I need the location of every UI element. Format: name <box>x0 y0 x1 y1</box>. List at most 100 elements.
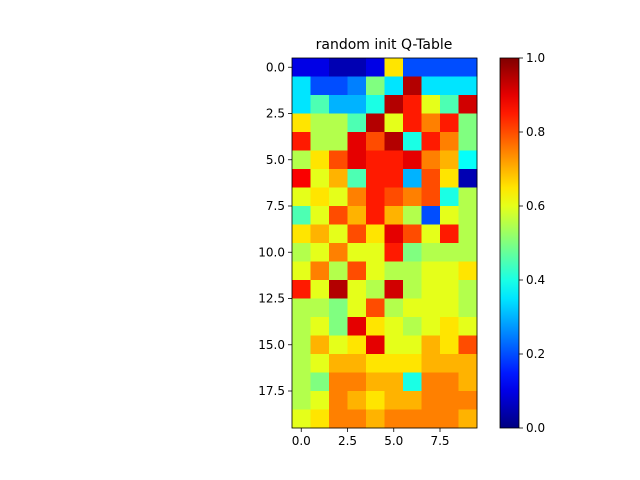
heatmap-cell-r10-c2 <box>329 243 348 262</box>
heatmap-cell-r7-c3 <box>347 187 367 207</box>
heatmap-cell-r14-c6 <box>403 317 422 336</box>
heatmap-cell-r18-c1 <box>310 391 330 410</box>
heatmap-cell-r4-c1 <box>310 132 330 151</box>
heatmap-cell-r9-c3 <box>347 224 367 244</box>
heatmap-cell-r1-c3 <box>347 76 367 96</box>
heatmap-cell-r18-c0 <box>292 391 311 410</box>
heatmap-cell-r0-c0 <box>292 58 311 77</box>
heatmap-cell-r11-c7 <box>421 261 441 281</box>
heatmap-cell-r13-c8 <box>440 298 459 318</box>
heatmap-cell-r1-c4 <box>366 76 385 96</box>
heatmap-cell-r4-c5 <box>384 132 404 151</box>
heatmap-cell-r6-c4 <box>366 169 385 188</box>
colorbar-tick-label: 0.2 <box>526 347 545 361</box>
heatmap-cell-r11-c8 <box>440 261 459 281</box>
heatmap-cell-r5-c1 <box>310 150 330 170</box>
heatmap-cell-r17-c4 <box>366 372 385 392</box>
heatmap-cell-r14-c0 <box>292 317 311 336</box>
heatmap-cell-r19-c1 <box>310 409 330 429</box>
heatmap-cell-r12-c5 <box>384 280 404 299</box>
heatmap-cell-r4-c8 <box>440 132 459 151</box>
y-axis: 0.0 2.5 5.0 7.5 10.0 12.5 15.0 17.5 <box>258 60 292 398</box>
colorbar-tick-label: 0.8 <box>526 125 545 139</box>
heatmap-cell-r10-c0 <box>292 243 311 262</box>
x-tick-label: 2.5 <box>338 434 357 448</box>
heatmap-cell-r5-c7 <box>421 150 441 170</box>
heatmap-cell-r5-c0 <box>292 150 311 170</box>
x-tick-label: 5.0 <box>384 434 403 448</box>
heatmap-cell-r4-c0 <box>292 132 311 151</box>
heatmap-cell-r17-c6 <box>403 372 422 392</box>
heatmap-cell-r12-c2 <box>329 280 348 299</box>
heatmap-cell-r10-c7 <box>421 243 441 262</box>
heatmap-cell-r15-c9 <box>458 335 478 355</box>
heatmap-cell-r14-c9 <box>458 317 478 336</box>
heatmap-cell-r13-c9 <box>458 298 478 318</box>
heatmap-cell-r13-c5 <box>384 298 404 318</box>
heatmap-cell-r9-c1 <box>310 224 330 244</box>
heatmap-cell-r13-c1 <box>310 298 330 318</box>
heatmap-cell-r16-c8 <box>440 354 459 373</box>
heatmap-cell-r5-c5 <box>384 150 404 170</box>
heatmap-cell-r8-c0 <box>292 206 311 225</box>
heatmap-cell-r3-c1 <box>310 113 330 133</box>
heatmap-cell-r7-c5 <box>384 187 404 207</box>
heatmap-cell-r19-c2 <box>329 409 348 429</box>
y-tick-label: 2.5 <box>266 107 285 121</box>
heatmap-cell-r2-c1 <box>310 95 330 114</box>
heatmap-cell-r19-c8 <box>440 409 459 429</box>
heatmap-cell-r16-c3 <box>347 354 367 373</box>
heatmap-cell-r9-c5 <box>384 224 404 244</box>
heatmap-cell-r14-c4 <box>366 317 385 336</box>
heatmap-cell-r14-c2 <box>329 317 348 336</box>
heatmap-cell-r18-c6 <box>403 391 422 410</box>
heatmap-cell-r4-c4 <box>366 132 385 151</box>
heatmap-cell-r0-c6 <box>403 58 422 77</box>
heatmap-cell-r16-c0 <box>292 354 311 373</box>
heatmap-cell-r6-c9 <box>458 169 478 188</box>
heatmap-cell-r16-c4 <box>366 354 385 373</box>
heatmap-cell-r1-c8 <box>440 76 459 96</box>
heatmap-cell-r11-c5 <box>384 261 404 281</box>
heatmap-cell-r3-c2 <box>329 113 348 133</box>
y-tick-label: 12.5 <box>258 292 285 306</box>
heatmap-cell-r12-c8 <box>440 280 459 299</box>
heatmap-cell-r2-c2 <box>329 95 348 114</box>
heatmap-cell-r5-c8 <box>440 150 459 170</box>
heatmap-cell-r16-c7 <box>421 354 441 373</box>
colorbar-tick-label: 0.6 <box>526 199 545 213</box>
heatmap-cell-r17-c7 <box>421 372 441 392</box>
heatmap-cell-r7-c0 <box>292 187 311 207</box>
y-tick-label: 5.0 <box>266 153 285 167</box>
heatmap-cell-r6-c2 <box>329 169 348 188</box>
heatmap-cell-r18-c8 <box>440 391 459 410</box>
heatmap-cell-r3-c4 <box>366 113 385 133</box>
heatmap-cell-r15-c1 <box>310 335 330 355</box>
heatmap-cell-r11-c9 <box>458 261 478 281</box>
heatmap-cell-r13-c7 <box>421 298 441 318</box>
heatmap-cell-r3-c6 <box>403 113 422 133</box>
heatmap-cell-r6-c3 <box>347 169 367 188</box>
heatmap-cell-r8-c9 <box>458 206 478 225</box>
heatmap-cell-r19-c4 <box>366 409 385 429</box>
heatmap-cell-r16-c6 <box>403 354 422 373</box>
heatmap-cell-r7-c8 <box>440 187 459 207</box>
heatmap-cell-r0-c2 <box>329 58 348 77</box>
heatmap-cell-r3-c3 <box>347 113 367 133</box>
heatmap-cell-r10-c6 <box>403 243 422 262</box>
x-tick-label: 0.0 <box>292 434 311 448</box>
heatmap-cell-r19-c7 <box>421 409 441 429</box>
heatmap-cell-r15-c6 <box>403 335 422 355</box>
heatmap-cell-r9-c9 <box>458 224 478 244</box>
heatmap-frame <box>291 57 478 429</box>
heatmap-cell-r17-c3 <box>347 372 367 392</box>
heatmap-cell-r12-c1 <box>310 280 330 299</box>
heatmap-cell-r2-c7 <box>421 95 441 114</box>
heatmap-cell-r3-c8 <box>440 113 459 133</box>
heatmap-cell-r7-c7 <box>421 187 441 207</box>
heatmap-cell-r5-c6 <box>403 150 422 170</box>
heatmap-cell-r16-c1 <box>310 354 330 373</box>
heatmap-cell-r3-c7 <box>421 113 441 133</box>
heatmap-cell-r15-c8 <box>440 335 459 355</box>
heatmap-cell-r7-c2 <box>329 187 348 207</box>
